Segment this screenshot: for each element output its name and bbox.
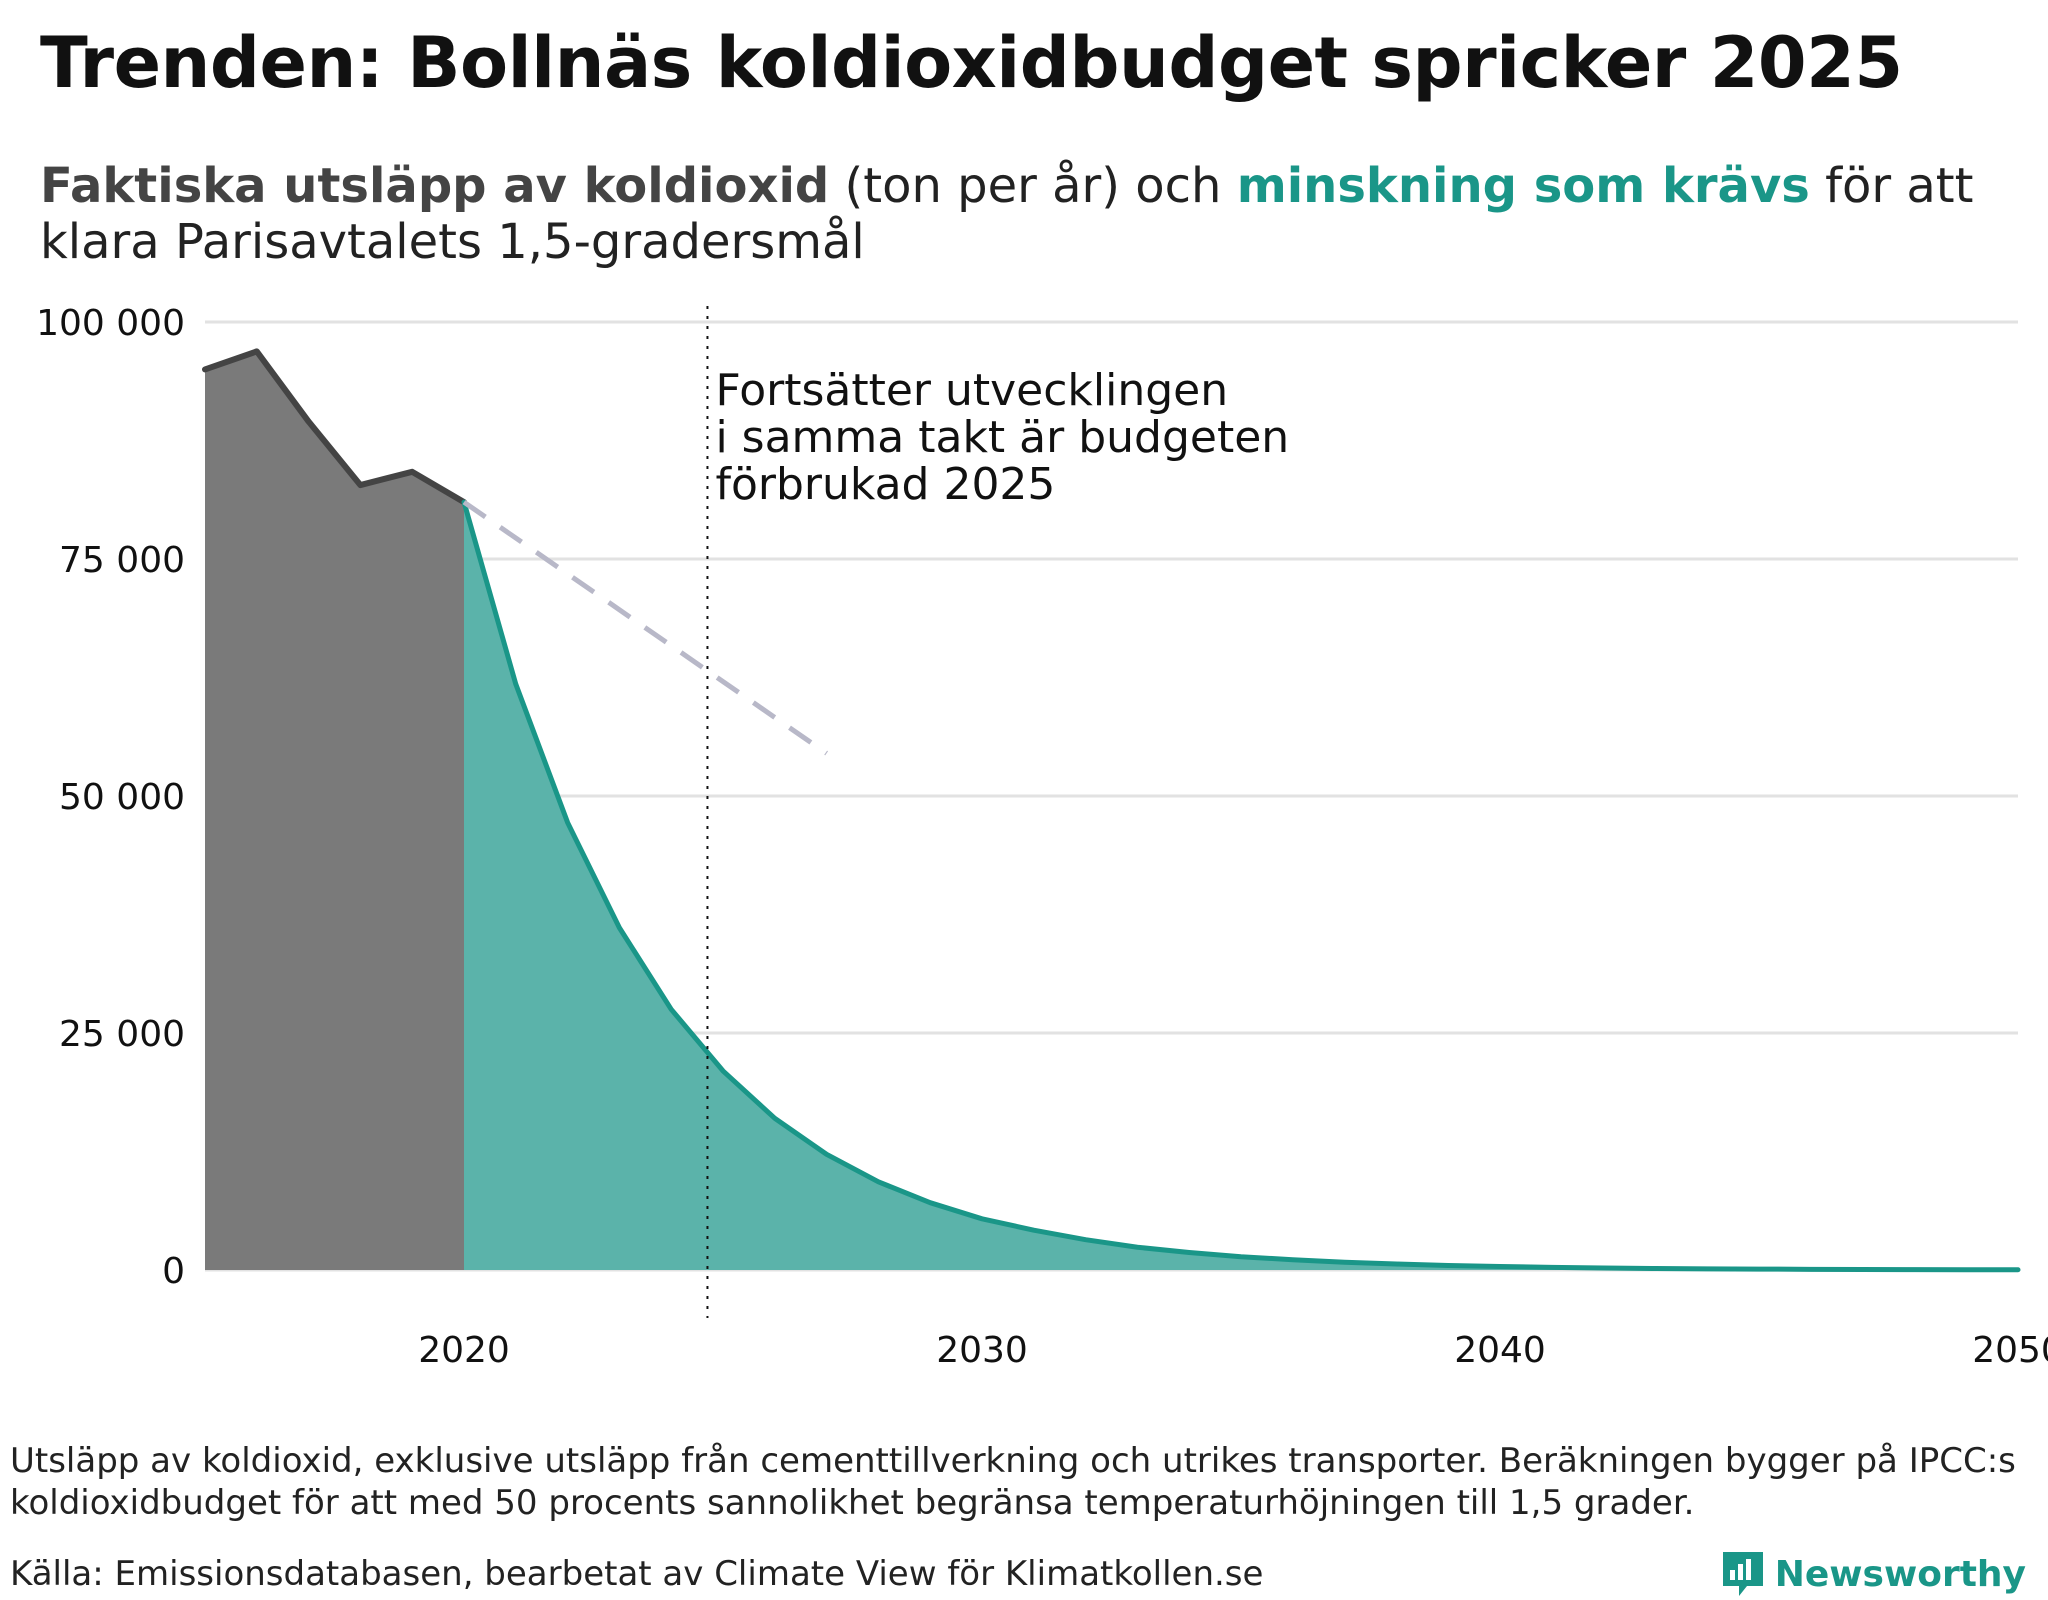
newsworthy-icon [1722,1552,1763,1596]
subtitle-required-label: minskning som krävs [1236,158,1810,214]
subtitle-rest-text: för att klara Parisavtalets 1,5-gradersm… [40,158,1974,270]
y-tick-label: 50 000 [59,777,185,818]
x-tick-label: 2040 [1454,1330,1546,1371]
subtitle-unit-text: (ton per år) och [829,158,1237,214]
source-note: Källa: Emissionsdatabasen, bearbetat av … [10,1554,1264,1594]
x-tick-label: 2050 [1972,1330,2048,1371]
required-reduction-area [464,502,2018,1270]
x-tick-label: 2020 [418,1330,510,1371]
chart-subtitle: Faktiska utsläpp av koldioxid (ton per å… [40,158,2030,270]
actual-emissions-area [205,351,464,1270]
annotation-line: Fortsätter utvecklingen [715,365,1228,416]
y-tick-label: 0 [162,1251,185,1292]
y-tick-label: 75 000 [59,540,185,581]
footnote: Utsläpp av koldioxid, exklusive utsläpp … [10,1441,2016,1523]
brand-logo: Newsworthy [1721,1550,2026,1598]
y-tick-label: 100 000 [36,303,185,344]
actual-emissions-line [202,348,467,506]
annotation-line: förbrukad 2025 [715,459,1055,510]
y-tick-label: 25 000 [59,1014,185,1055]
annotation-line: i samma takt är budgeten [715,412,1289,463]
required-reduction-line [461,499,2021,1273]
trend-dashed-line [462,500,829,756]
brand-name: Newsworthy [1774,1553,2026,1595]
subtitle-actual-label: Faktiska utsläpp av koldioxid [40,158,830,214]
chart-title: Trenden: Bollnäs koldioxidbudget spricke… [40,22,1903,104]
x-tick-label: 2030 [936,1330,1028,1371]
emissions-chart: 0 25 000 50 000 75 000 100 000 2020 2030 2040 20… [36,303,2048,1371]
